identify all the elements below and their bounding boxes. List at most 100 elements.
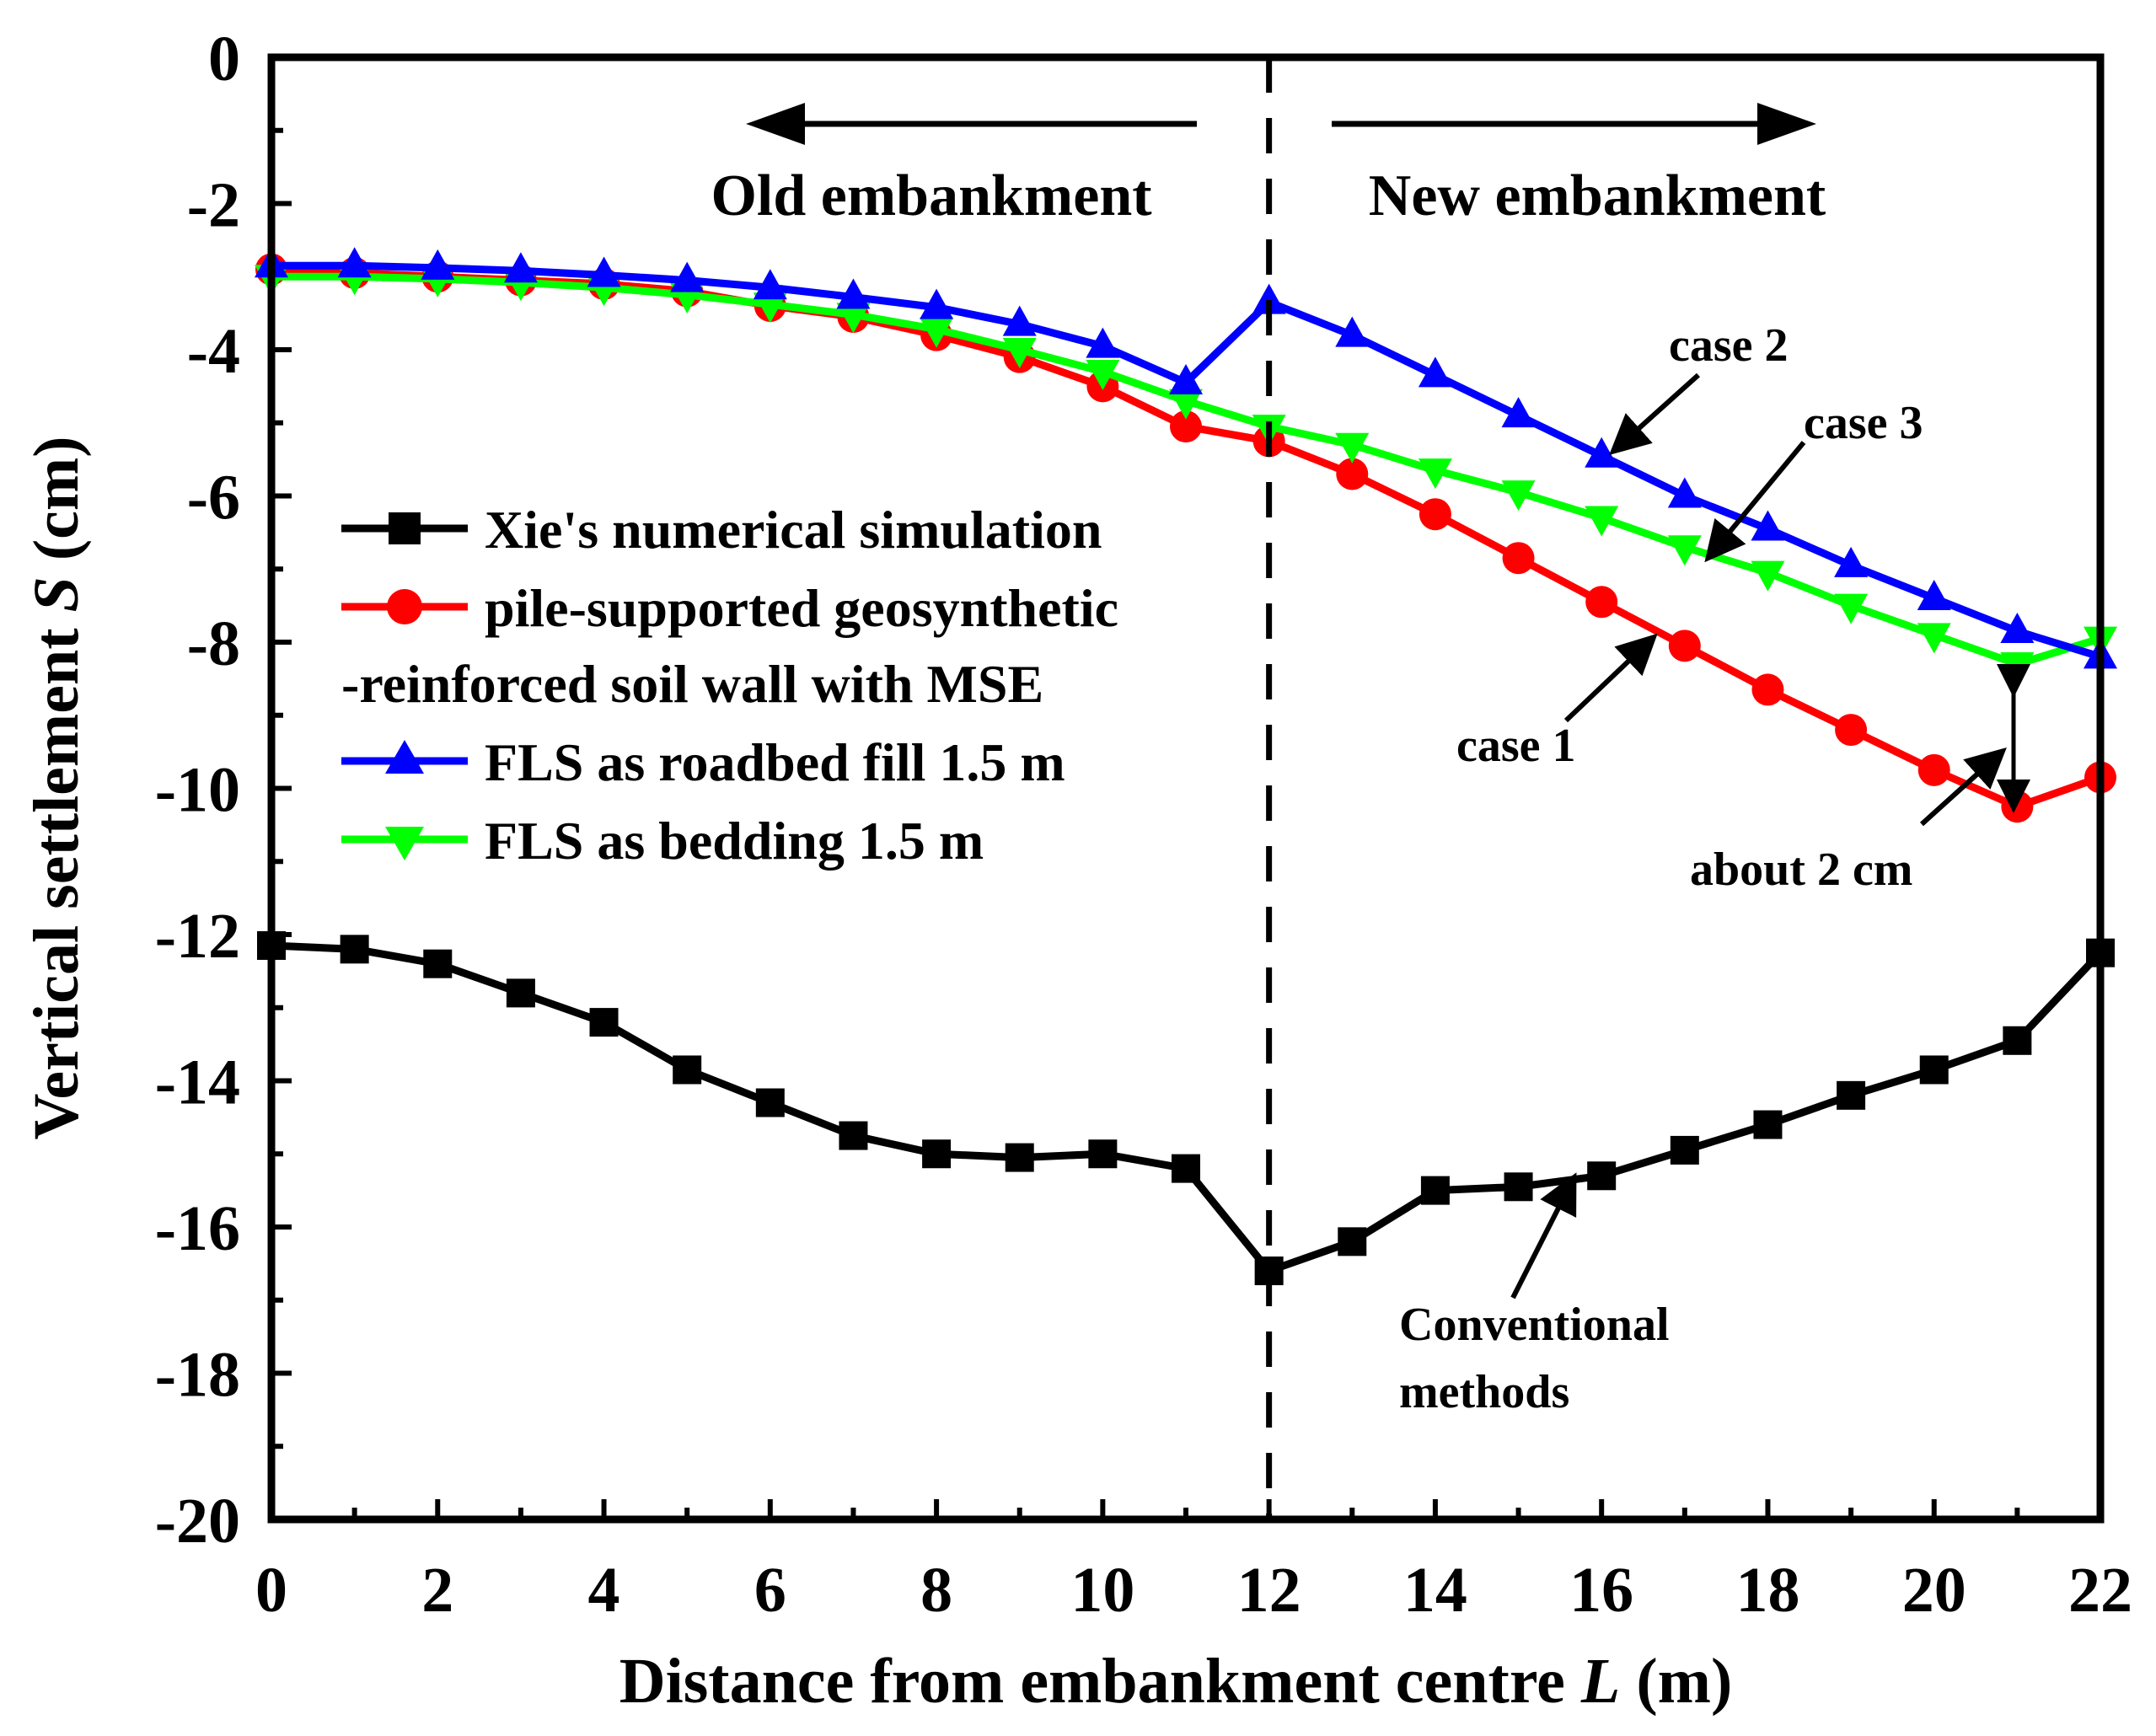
data-point (755, 1088, 785, 1117)
x-tick-label: 0 (255, 1555, 287, 1626)
y-tick-label: -6 (187, 463, 240, 533)
legend-label-bedding: FLS as bedding 1.5 m (485, 811, 984, 871)
data-point (1086, 360, 1120, 391)
legend-label-pile-2: -reinforced soil wall with MSE (341, 654, 1043, 714)
data-point (506, 978, 535, 1008)
y-tick-label: -16 (155, 1193, 240, 1264)
about-2cm-arrow (1919, 747, 2007, 827)
data-point (1501, 397, 1536, 428)
y-axis-title-italic: S (21, 576, 92, 612)
data-point (920, 288, 954, 319)
data-point (2000, 652, 2035, 683)
y-tick-label: -2 (187, 170, 240, 241)
data-point (1667, 477, 1702, 508)
y-tick-label: -8 (187, 608, 240, 679)
data-point (1585, 437, 1619, 468)
x-tick-label: 6 (754, 1555, 786, 1626)
x-tick-label: 22 (2068, 1555, 2132, 1626)
data-point (1252, 283, 1286, 314)
data-point (1169, 364, 1203, 395)
series-line (271, 941, 2104, 1275)
data-point (421, 249, 455, 280)
data-point (1837, 1080, 1866, 1110)
data-point (673, 1055, 702, 1085)
y-tick-label: 0 (208, 24, 240, 94)
legend-label-xie: Xie's numerical simulation (485, 500, 1102, 560)
data-point (753, 269, 787, 300)
x-tick-label: 4 (588, 1555, 620, 1626)
case1-arrow (1563, 633, 1658, 723)
y-tick-labels: 0 -2 -4 -6 -8 -10 -12 -14 -16 -18 -20 (155, 24, 240, 1557)
legend-entry-pile: pile-supported geosynthetic -reinforced … (341, 578, 1118, 714)
legend-marker-triangle-down (385, 827, 424, 860)
x-axis-title-post: (m) (1620, 1646, 1732, 1717)
data-point (836, 303, 871, 334)
case2-label: case 2 (1669, 319, 1789, 372)
x-tick-label: 20 (1902, 1555, 1966, 1626)
data-point (2001, 790, 2034, 823)
old-embankment-arrow (746, 103, 1197, 145)
old-embankment-label: Old embankment (711, 163, 1151, 228)
series-layer (255, 247, 2117, 1286)
legend-entry-bedding: FLS as bedding 1.5 m (341, 811, 984, 871)
y-axis-title: Vertical settlement S (cm) (21, 437, 92, 1140)
data-point (1335, 316, 1370, 347)
data-point (1834, 546, 1869, 577)
data-point (1917, 579, 1951, 610)
x-tick-label: 8 (920, 1555, 952, 1626)
data-point (1919, 1055, 1949, 1085)
x-tick-label: 12 (1237, 1555, 1301, 1626)
data-point (1834, 593, 1869, 624)
data-point (423, 949, 453, 978)
y-axis-title-post: (cm) (21, 437, 92, 577)
data-point (1169, 388, 1203, 420)
conventional-label-line1: Conventional (1399, 1299, 1670, 1351)
x-tick-label: 18 (1735, 1555, 1799, 1626)
data-point (503, 252, 538, 283)
data-point (1502, 542, 1535, 575)
plot-frame (267, 53, 2105, 1524)
data-point (753, 292, 787, 324)
y-tick-label: -10 (155, 755, 240, 826)
data-point (587, 256, 621, 287)
legend-label-pile-1: pile-supported geosynthetic (485, 578, 1118, 638)
legend-entry-roadbed: FLS as roadbed fill 1.5 m (341, 732, 1065, 792)
data-point (1336, 458, 1369, 490)
data-point (2003, 1026, 2032, 1055)
data-point (1751, 560, 1785, 592)
x-axis-title-pre: Distance from embankment centre (619, 1646, 1581, 1717)
data-point (1670, 1135, 1699, 1165)
data-point (1172, 1154, 1200, 1183)
legend: Xie's numerical simulation pile-supporte… (341, 500, 1118, 871)
x-tick-label: 2 (421, 1555, 453, 1626)
data-point (340, 935, 369, 964)
legend-entry-xie: Xie's numerical simulation (341, 500, 1102, 560)
x-tick-label: 16 (1569, 1555, 1633, 1626)
series-2 (255, 247, 2117, 669)
y-tick-label: -20 (155, 1486, 240, 1557)
data-point (836, 278, 871, 309)
x-tick-labels: 0 2 4 6 8 10 12 14 16 18 20 22 (255, 1555, 2132, 1626)
data-point (1420, 1176, 1450, 1205)
data-point (1005, 1143, 1034, 1172)
data-point (1002, 305, 1037, 336)
conventional-label-line2: methods (1399, 1366, 1569, 1418)
data-point (920, 317, 954, 348)
data-point (1753, 1110, 1783, 1139)
data-point (1751, 673, 1784, 706)
data-point (337, 247, 372, 278)
data-point (1418, 356, 1452, 388)
case-annotations: case 2 case 3 case 1 about 2 cm Conventi… (1399, 319, 2030, 1418)
about-2cm-label: about 2 cm (1690, 844, 1912, 896)
x-tick-label: 14 (1403, 1555, 1467, 1626)
y-tick-label: -4 (187, 316, 240, 387)
data-point (839, 1121, 868, 1150)
data-point (670, 261, 705, 292)
y-tick-label: -12 (155, 901, 240, 972)
data-point (1751, 510, 1785, 541)
case3-arrow (1704, 441, 1806, 563)
data-point (1335, 432, 1370, 463)
data-point (1668, 630, 1701, 662)
y-axis-title-pre: Vertical settlement (21, 612, 92, 1139)
